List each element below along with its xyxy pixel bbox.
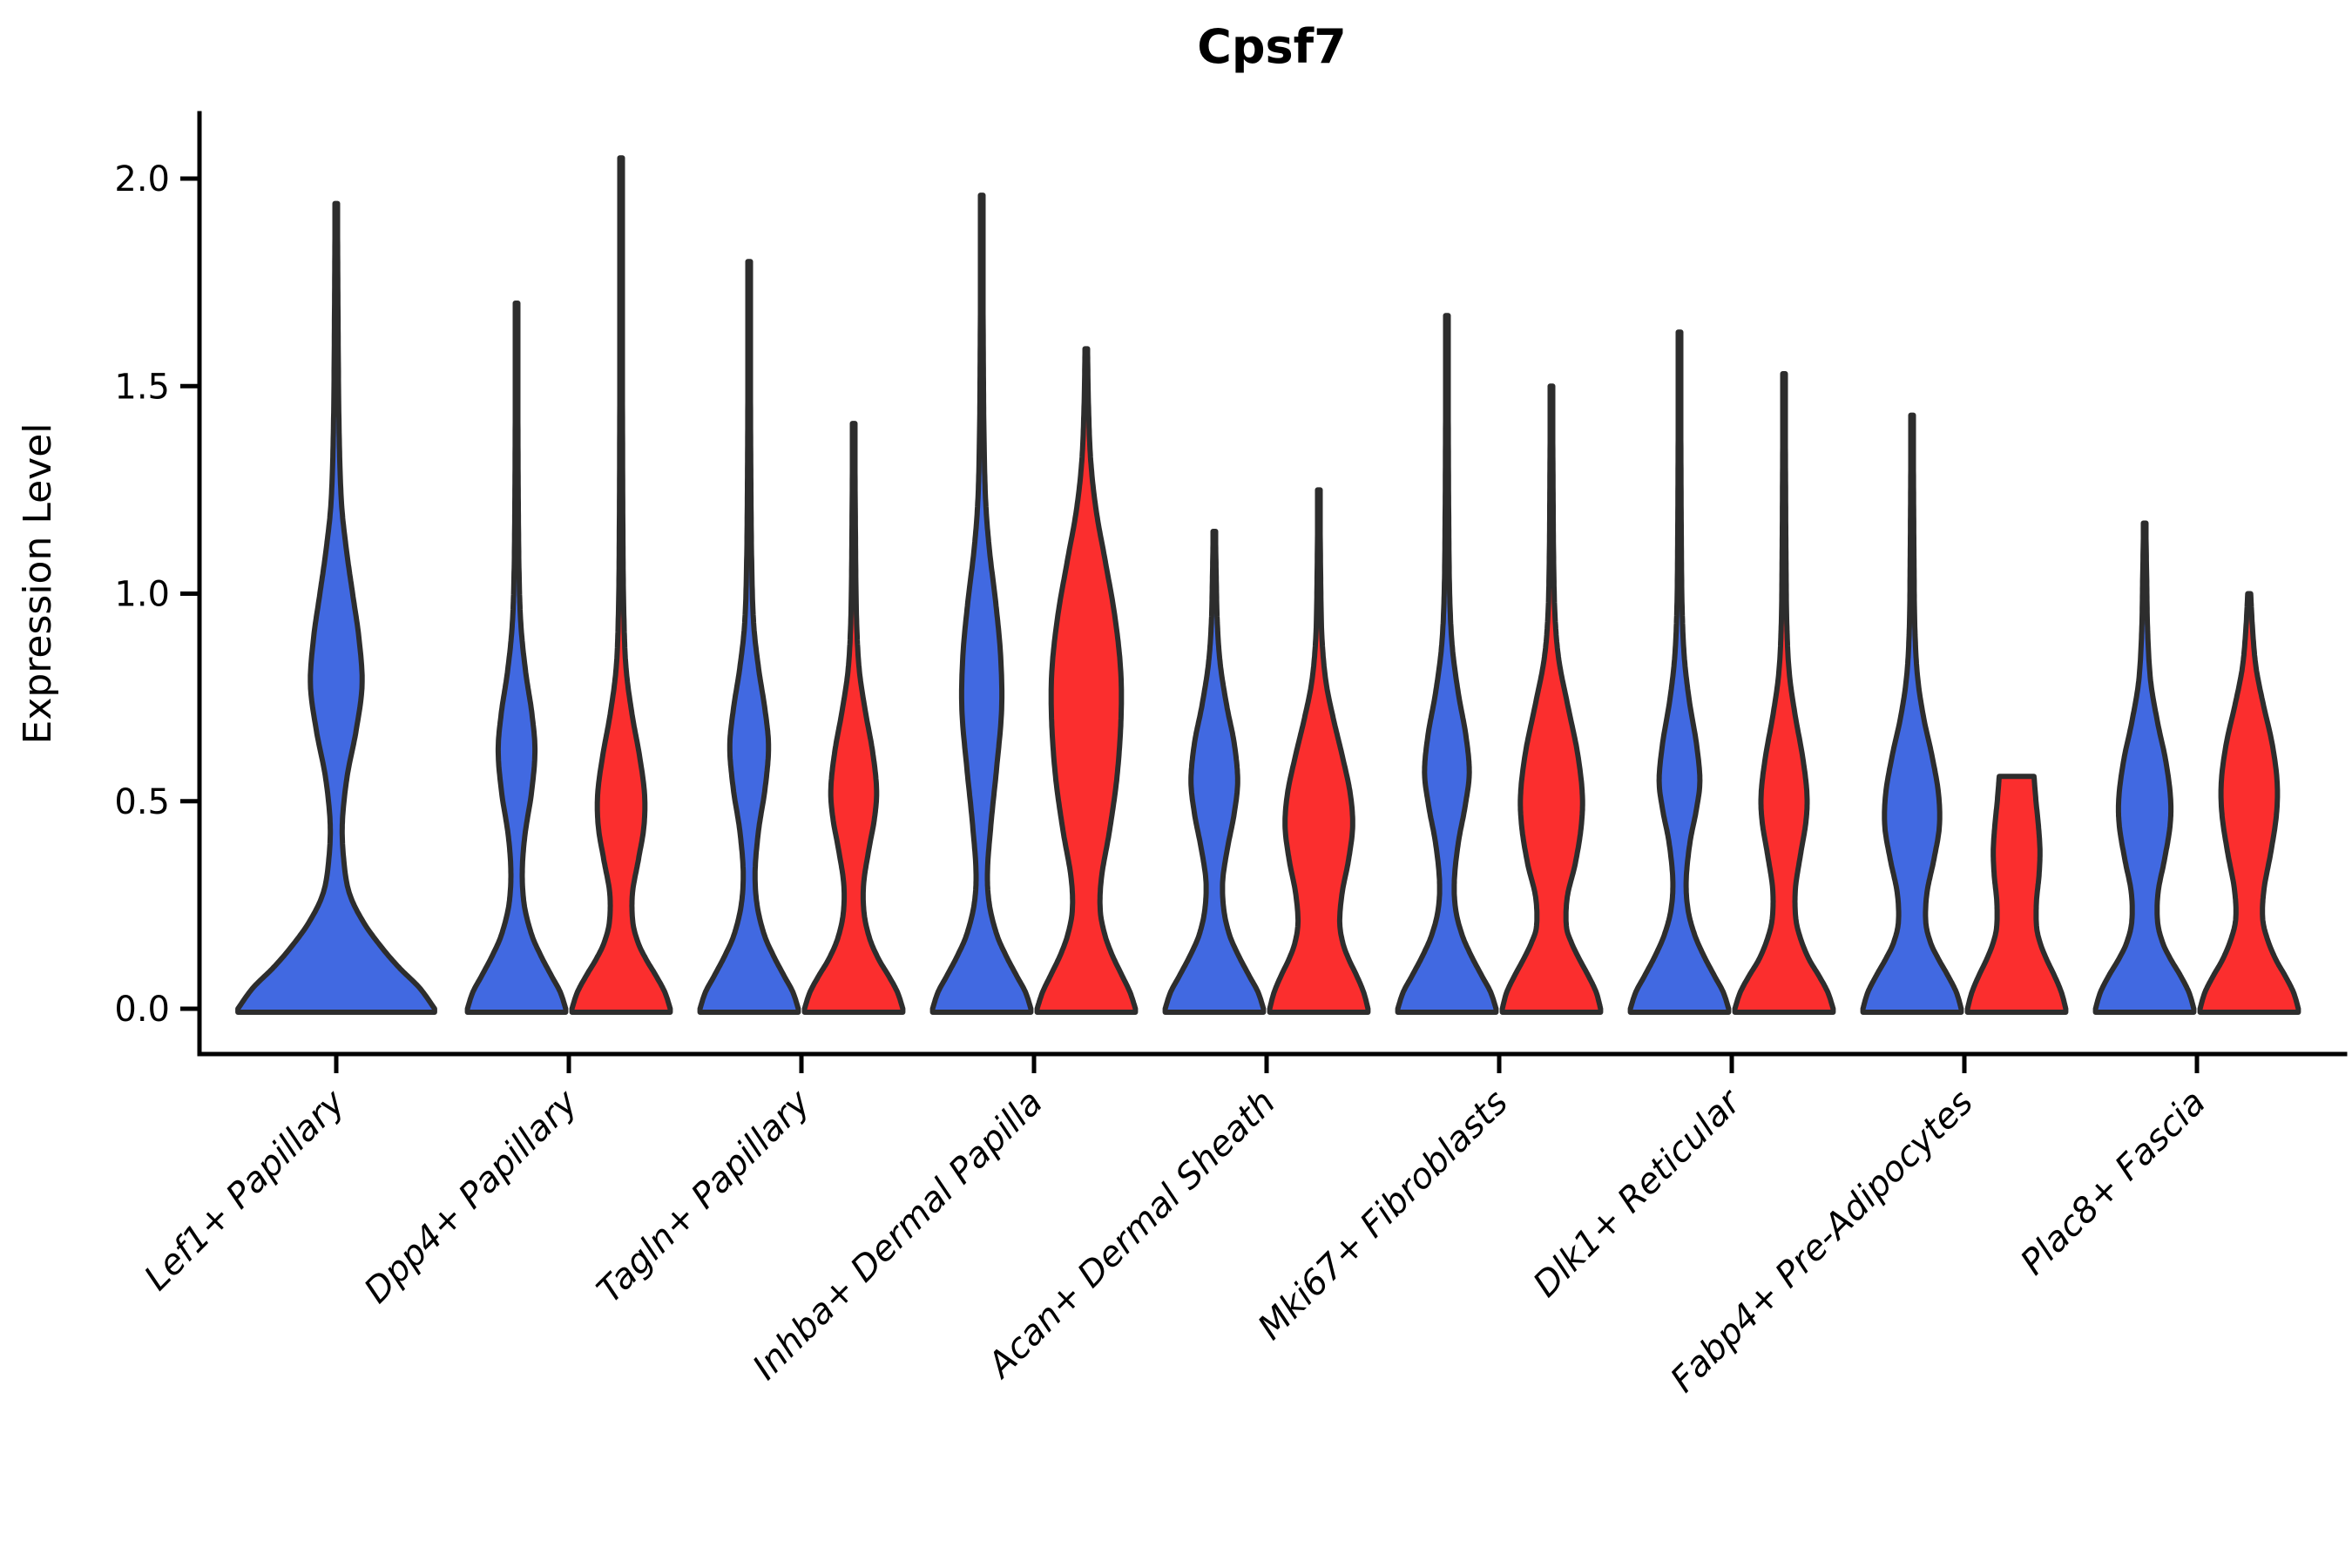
chart-title: Cpsf7: [1197, 19, 1347, 74]
violin-plac8-fascia-group2: [2197, 591, 2301, 1015]
violins-layer: [235, 155, 2301, 1015]
y-tick-label: 2.0: [114, 159, 170, 199]
x-tick-label: Dlk1+ Reticular: [1526, 1081, 1750, 1305]
violin-fabp4-pre-adipocytes-group1: [1860, 412, 1964, 1015]
axes: [197, 111, 2348, 1057]
x-ticks: Lef1+ Papillary Dpp4+ Papillary Tagln+ Pap…: [137, 1054, 2213, 1400]
violin-dpp4-papillary-group2: [569, 155, 673, 1015]
y-axis-label: Expression Level: [16, 423, 60, 745]
y-tick-label: 0.5: [114, 782, 170, 822]
violin-acan-dermal-sheath-group1: [1162, 529, 1267, 1015]
violin-mki67-fibroblasts-group2: [1499, 383, 1604, 1015]
violin-dpp4-papillary-group1: [464, 301, 569, 1015]
violin-dlk1-reticular-group1: [1627, 329, 1732, 1015]
violin-mki67-fibroblasts-group1: [1395, 313, 1499, 1015]
violin-plac8-fascia-group1: [2092, 520, 2197, 1015]
x-tick-label: Plac8+ Fascia: [2013, 1083, 2213, 1283]
x-tick-label: Lef1+ Papillary: [137, 1082, 354, 1299]
x-tick-label: Mki67+ Fibroblasts: [1250, 1083, 1516, 1348]
violin-lef1-papillary-group1: [235, 200, 437, 1015]
violin-acan-dermal-sheath-group2: [1267, 487, 1371, 1015]
y-ticks: 0.0 0.5 1.0 1.5 2.0: [114, 159, 199, 1030]
violin-dlk1-reticular-group2: [1732, 371, 1836, 1015]
y-tick-label: 1.0: [114, 575, 170, 615]
x-tick-label: Tagln+ Papillary: [590, 1082, 819, 1311]
violin-inhba-dermal-papilla-group1: [929, 193, 1034, 1015]
violin-fabp4-pre-adipocytes-group2: [1964, 774, 2069, 1015]
y-tick-label: 1.5: [114, 367, 170, 407]
violin-tagln-papillary-group1: [697, 259, 801, 1015]
y-tick-label: 0.0: [114, 990, 170, 1030]
violin-tagln-papillary-group2: [801, 421, 906, 1015]
x-tick-label: Dpp4+ Papillary: [357, 1082, 586, 1311]
violin-inhba-dermal-papilla-group2: [1034, 346, 1139, 1015]
